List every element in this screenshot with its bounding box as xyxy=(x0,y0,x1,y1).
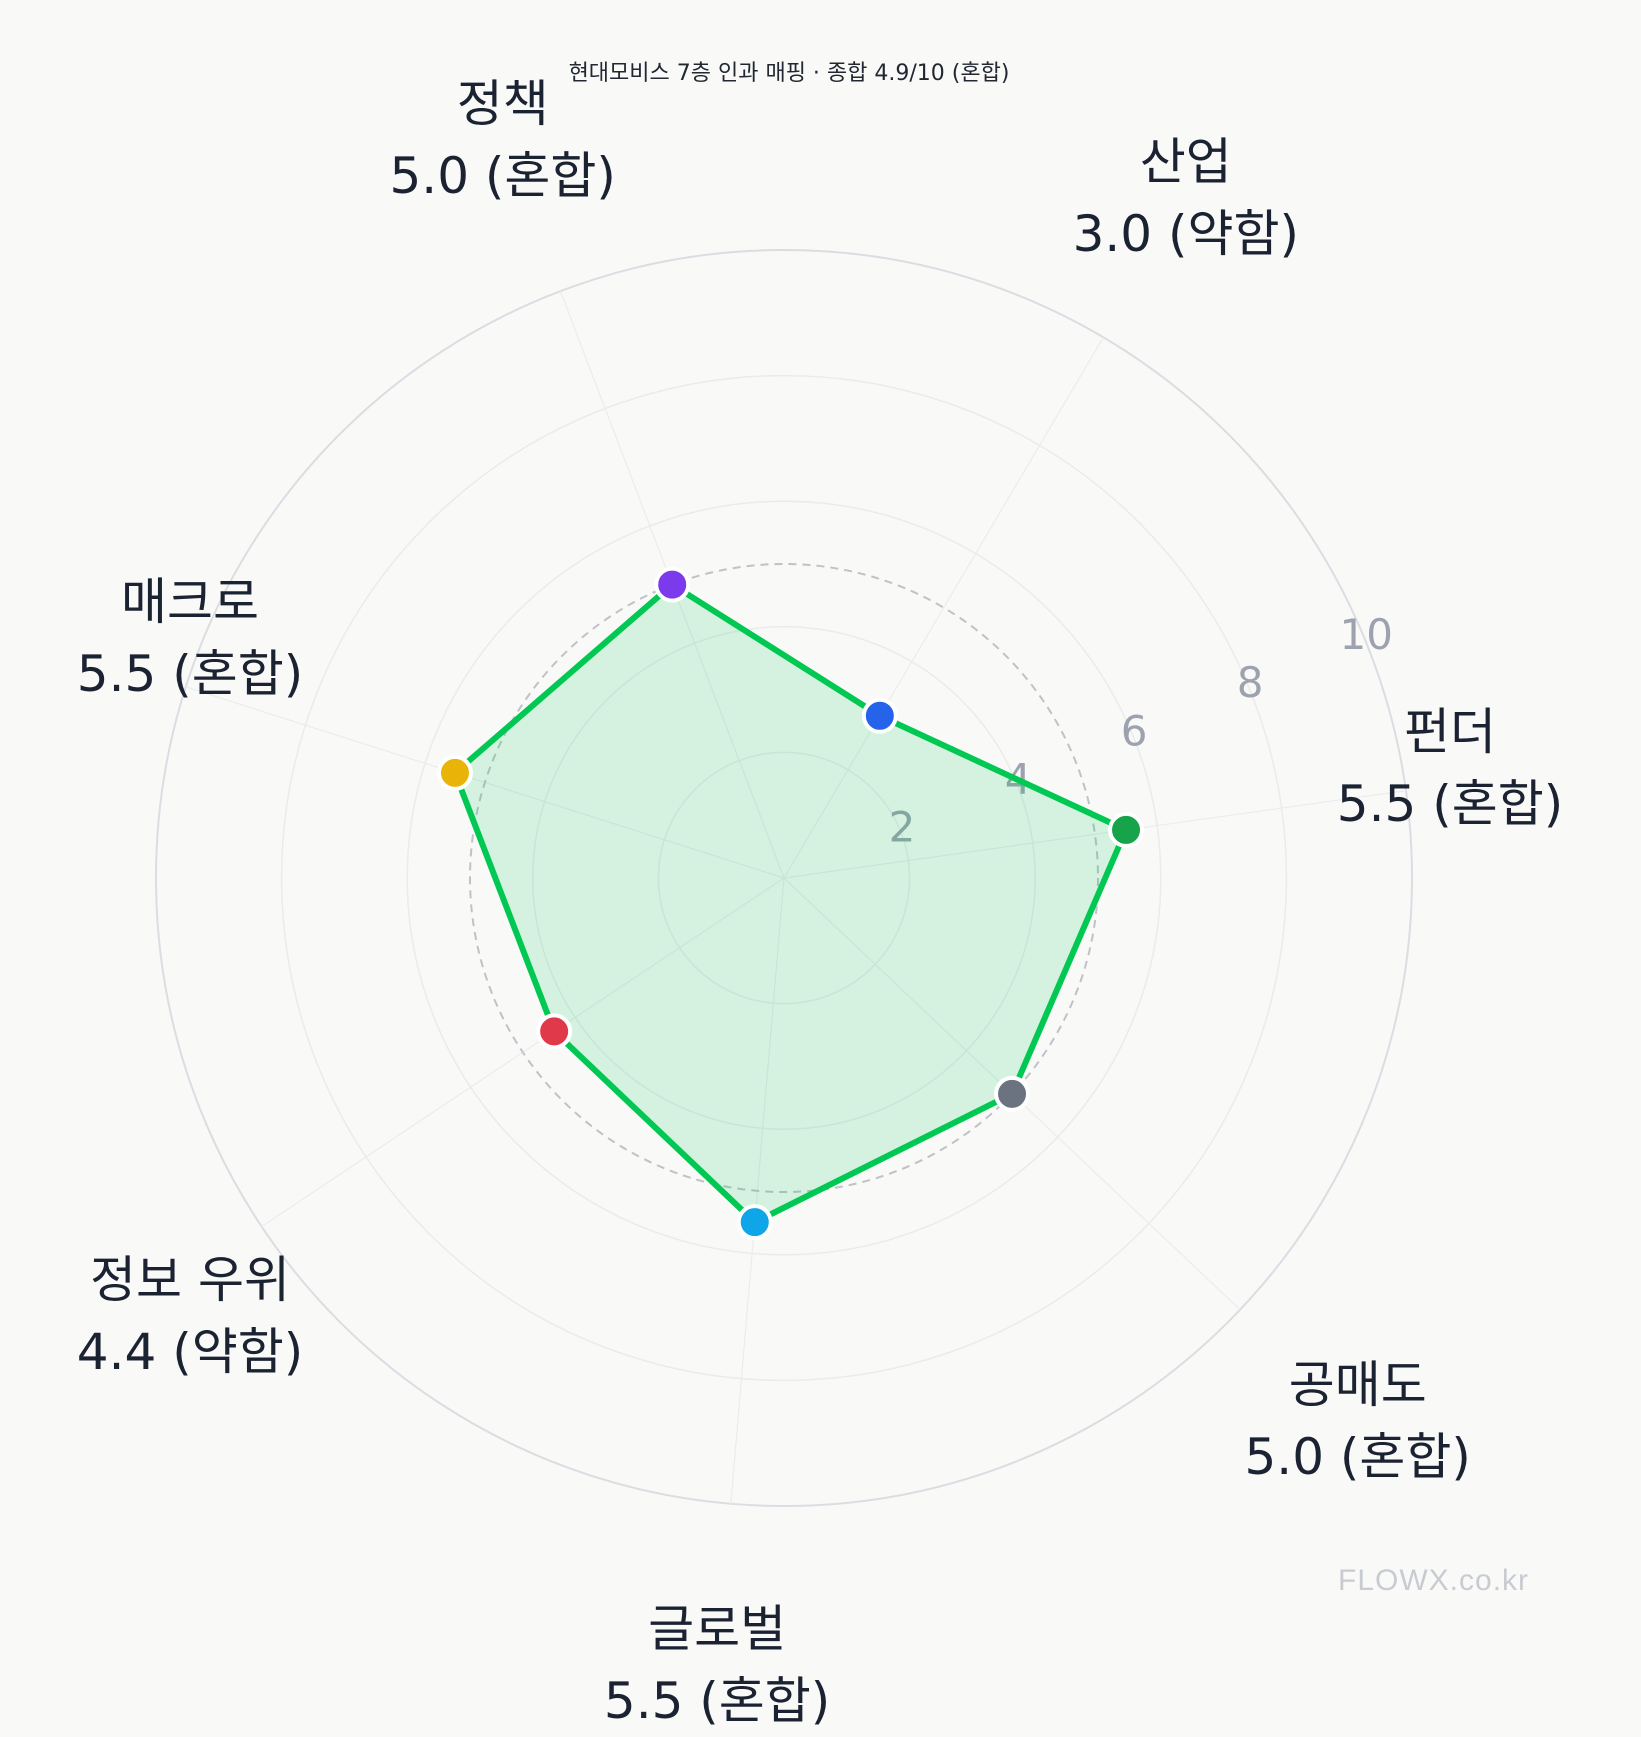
axis-label-name: 산업 xyxy=(1139,132,1232,191)
axis-label-name: 정보 우위 xyxy=(90,1251,290,1310)
radar-chart: 현대모비스 7층 인과 매핑 · 종합 4.9/10 (혼합) 2 4 6 8 10 F… xyxy=(77,61,1563,1730)
axis-label-value: 5.5 (혼합) xyxy=(1336,775,1564,834)
radial-tick-label: 8 xyxy=(1237,658,1264,707)
axis-label: 펀더 5.5 (혼합) xyxy=(1337,696,1563,840)
grid-ring xyxy=(280,374,1288,1382)
axis-label-name: 정책 xyxy=(456,74,549,133)
axis-label: 매크로 5.5 (혼합) xyxy=(77,566,303,710)
grid-ring xyxy=(406,500,1162,1256)
series-area xyxy=(452,581,1129,1226)
grid-ring xyxy=(657,751,911,1005)
axis-label-name: 공매도 xyxy=(1288,1356,1427,1415)
data-point xyxy=(654,566,691,603)
data-point xyxy=(1108,811,1145,848)
axis-label-value: 3.0 (약함) xyxy=(1072,204,1300,263)
data-point xyxy=(994,1075,1031,1112)
reference-ring xyxy=(469,563,1099,1193)
data-point xyxy=(861,697,898,734)
radial-tick-label: 6 xyxy=(1121,706,1148,755)
axis-label: 글로벌 5.5 (혼합) xyxy=(604,1593,830,1737)
axis-label-value: 5.0 (혼합) xyxy=(389,146,616,205)
axis-label: 정책 5.0 (혼합) xyxy=(390,68,616,212)
axis-label-name: 글로벌 xyxy=(648,1600,787,1659)
grid-ring xyxy=(532,626,1036,1130)
axis-label-name: 펀더 xyxy=(1404,703,1496,762)
axis-label: 산업 3.0 (약함) xyxy=(1073,126,1299,270)
data-point xyxy=(736,1204,773,1241)
radial-tick-label: 10 xyxy=(1339,610,1392,659)
chart-title: 현대모비스 7층 인과 매핑 · 종합 4.9/10 (혼합) xyxy=(568,61,1010,86)
axis-label-value: 5.5 (혼합) xyxy=(603,1672,831,1731)
axis-label: 정보 우위 4.4 (약함) xyxy=(77,1244,303,1388)
spoke-line xyxy=(783,790,1406,879)
data-point xyxy=(536,1013,573,1050)
axis-label-value: 4.4 (약함) xyxy=(76,1323,304,1382)
axis-label-value: 5.5 (혼합) xyxy=(76,644,304,703)
axis-label-value: 5.0 (혼합) xyxy=(1244,1428,1471,1487)
radial-tick-label: 2 xyxy=(889,802,916,851)
spoke-line xyxy=(783,336,1104,879)
axis-label: 공매도 5.0 (혼합) xyxy=(1245,1349,1471,1493)
data-point xyxy=(436,754,473,791)
watermark: FLOWX.co.kr xyxy=(1338,1564,1530,1597)
outer-grid-ring xyxy=(155,249,1413,1507)
axis-label-name: 매크로 xyxy=(121,572,259,631)
